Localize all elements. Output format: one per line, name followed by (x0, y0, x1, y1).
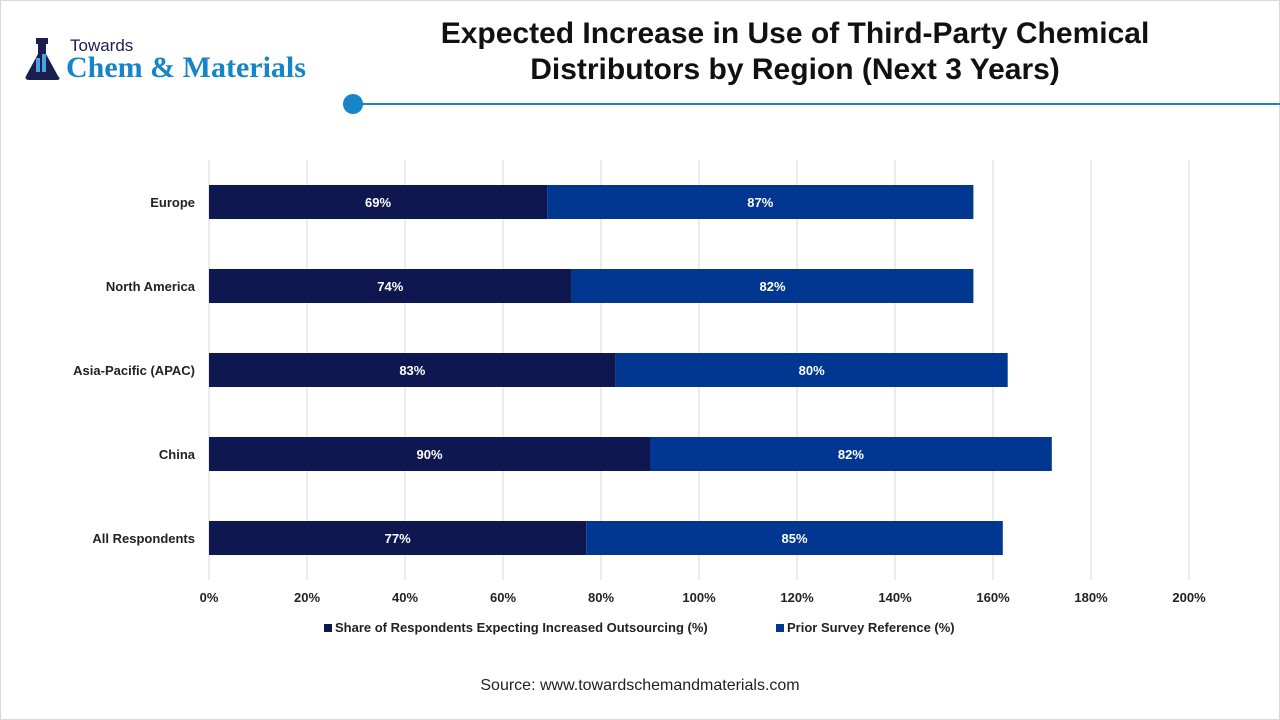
bar (547, 185, 974, 219)
data-label: 82% (838, 447, 864, 462)
bar (571, 269, 974, 303)
flask-icon (25, 38, 60, 80)
bar (650, 437, 1052, 471)
logo-chem-materials: Chem & Materials (66, 51, 306, 84)
data-label: 74% (377, 279, 403, 294)
x-tick-label: 120% (780, 590, 814, 605)
bar (209, 353, 616, 387)
x-tick-label: 160% (976, 590, 1010, 605)
data-label: 82% (759, 279, 785, 294)
title-rule (352, 103, 1280, 105)
legend-label: Prior Survey Reference (%) (787, 620, 955, 635)
data-label: 80% (799, 363, 825, 378)
data-label: 83% (399, 363, 425, 378)
bar (586, 521, 1003, 555)
x-tick-label: 180% (1074, 590, 1108, 605)
x-tick-label: 80% (588, 590, 614, 605)
source-note: Source: www.towardschemandmaterials.com (480, 677, 800, 694)
y-category-label: Asia-Pacific (APAC) (73, 363, 195, 378)
x-tick-label: 40% (392, 590, 418, 605)
bar (615, 353, 1008, 387)
x-tick-label: 140% (878, 590, 912, 605)
x-tick-label: 200% (1172, 590, 1206, 605)
data-label: 77% (385, 531, 411, 546)
data-label: 87% (747, 195, 773, 210)
chart-title: Expected Increase in Use of Third-Party … (440, 17, 1150, 86)
y-category-label: North America (106, 279, 196, 294)
data-label: 90% (416, 447, 442, 462)
data-label: 69% (365, 195, 391, 210)
x-tick-label: 100% (682, 590, 716, 605)
bar (209, 269, 572, 303)
logo-towards: Towards (70, 36, 134, 55)
bar (209, 185, 548, 219)
y-category-label: All Respondents (92, 531, 195, 546)
bar (209, 437, 650, 471)
x-tick-label: 0% (200, 590, 219, 605)
bar (209, 521, 587, 555)
title-rule-dot (343, 94, 363, 114)
y-category-label: Europe (150, 195, 195, 210)
legend-swatch (776, 624, 784, 632)
y-category-label: China (159, 447, 196, 462)
legend-swatch (324, 624, 332, 632)
x-tick-label: 20% (294, 590, 320, 605)
legend-label: Share of Respondents Expecting Increased… (335, 620, 708, 635)
data-label: 85% (782, 531, 808, 546)
x-tick-label: 60% (490, 590, 516, 605)
